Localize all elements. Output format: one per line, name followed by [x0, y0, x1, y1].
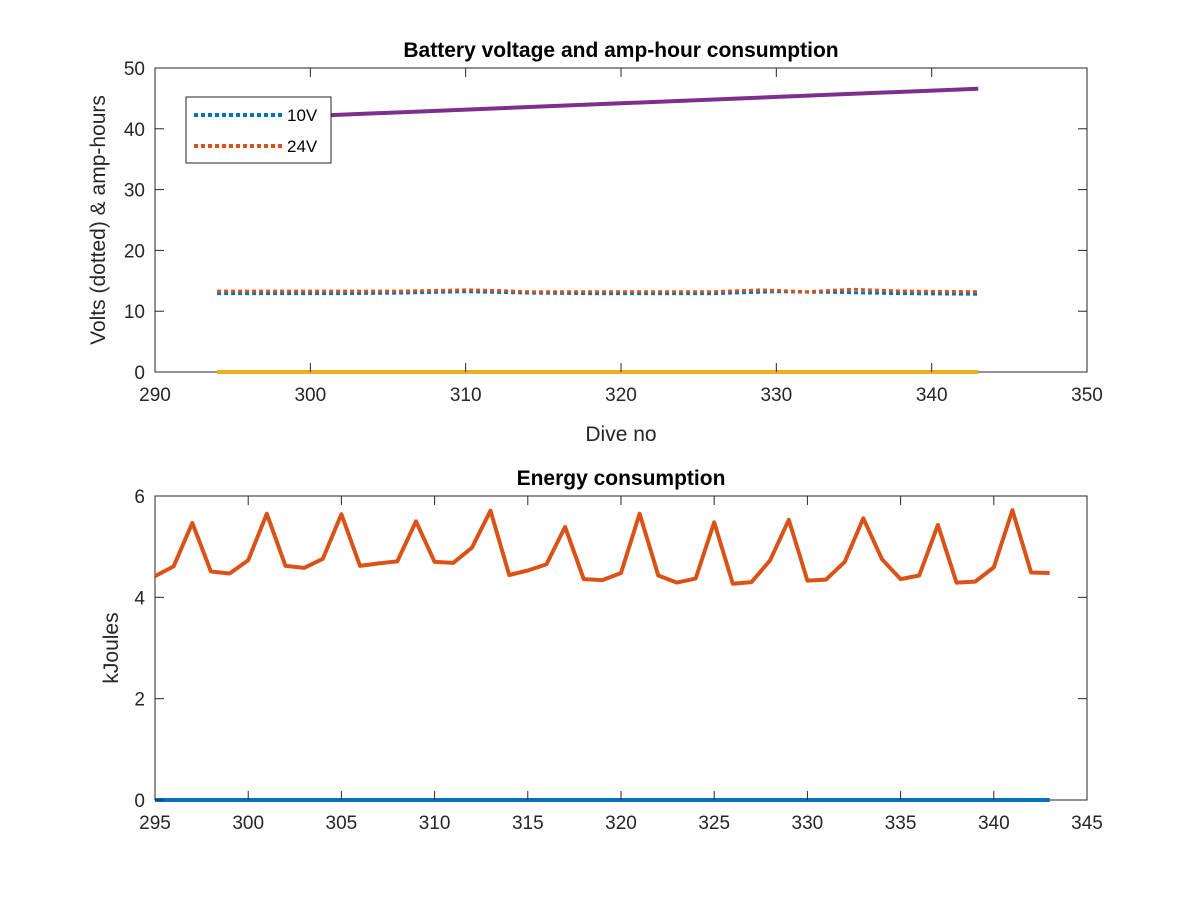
x-tick-label: 325 — [698, 813, 730, 834]
y-tick-label: 50 — [124, 59, 145, 80]
x-tick-label: 335 — [885, 813, 917, 834]
y-tick-label: 10 — [124, 302, 145, 323]
x-tick-label: 330 — [792, 813, 824, 834]
x-tick-label: 310 — [419, 813, 451, 834]
series-line-10v — [217, 290, 979, 296]
top-axes-series — [217, 86, 979, 374]
x-tick-label: 330 — [760, 385, 792, 406]
y-tick-label: 40 — [124, 120, 145, 141]
top-axes-y-ticks: 0 10 20 30 40 50 — [124, 59, 1087, 384]
x-tick-label: 290 — [139, 385, 171, 406]
top-chart-title: Battery voltage and amp-hour consumption — [403, 39, 838, 62]
bottom-chart-title: Energy consumption — [517, 467, 726, 490]
y-tick-label: 0 — [134, 363, 145, 384]
legend-label-10v: 10V — [287, 106, 318, 125]
series-line-series-2 — [294, 86, 979, 119]
x-tick-label: 305 — [326, 813, 358, 834]
x-tick-label: 300 — [232, 813, 264, 834]
x-tick-label: 340 — [916, 385, 948, 406]
x-tick-label: 320 — [605, 813, 637, 834]
x-tick-label: 310 — [450, 385, 482, 406]
legend-box — [185, 96, 332, 164]
top-y-axis-label: Volts (dotted) & amp-hours — [87, 95, 110, 345]
legend: 10V 24V — [185, 96, 332, 164]
x-tick-label: 300 — [294, 385, 326, 406]
bottom-axes-y-ticks: 0 2 4 6 — [134, 487, 1087, 812]
x-tick-label: 345 — [1071, 813, 1103, 834]
x-tick-label: 350 — [1071, 385, 1103, 406]
x-tick-label: 295 — [139, 813, 171, 834]
x-tick-label: 340 — [978, 813, 1010, 834]
bottom-y-axis-label: kJoules — [100, 612, 123, 683]
top-axes-x-ticks: 290 300 310 320 330 340 350 — [139, 68, 1103, 406]
y-tick-label: 2 — [134, 690, 145, 711]
top-axes: 290 300 310 320 330 340 350 0 10 20 30 40 50 Batter… — [87, 39, 1103, 446]
y-tick-label: 20 — [124, 241, 145, 262]
x-tick-label: 315 — [512, 813, 544, 834]
legend-label-24v: 24V — [287, 137, 318, 156]
series-line-series-1 — [154, 508, 1050, 586]
y-tick-label: 6 — [134, 487, 145, 508]
y-tick-label: 30 — [124, 181, 145, 202]
y-tick-label: 0 — [134, 791, 145, 812]
bottom-axes-x-ticks: 295 300 305 310 315 320 325 330 335 340 345 — [139, 496, 1103, 834]
x-tick-label: 320 — [605, 385, 637, 406]
series-line-24v — [217, 287, 979, 294]
bottom-axes: 295 300 305 310 315 320 325 330 335 340 345 0 2 4 6 E… — [100, 467, 1103, 834]
y-tick-label: 4 — [134, 588, 145, 609]
top-x-axis-label: Dive no — [585, 423, 656, 446]
